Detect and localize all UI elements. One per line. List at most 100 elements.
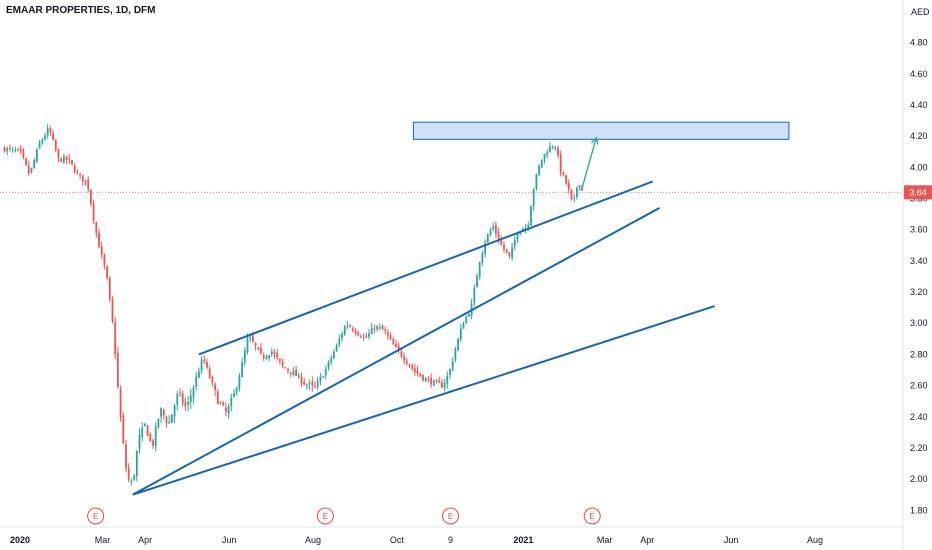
candle-body xyxy=(289,372,292,374)
candle-body xyxy=(443,382,446,388)
y-tick-label: 4.00 xyxy=(910,162,928,172)
trend-line-1[interactable] xyxy=(198,180,654,356)
candle-body xyxy=(73,166,76,173)
candle-body xyxy=(305,384,308,386)
candle-body xyxy=(192,387,195,398)
candle-body xyxy=(81,175,84,182)
candle-body xyxy=(98,232,100,248)
candle-body xyxy=(462,324,465,329)
candle-body xyxy=(25,158,27,165)
candle-body xyxy=(49,128,52,133)
candle-body xyxy=(408,364,411,366)
earnings-marker-icon[interactable] xyxy=(442,507,460,525)
earnings-marker-icon[interactable] xyxy=(87,507,105,525)
candle-body xyxy=(8,147,11,149)
candle-body xyxy=(330,357,333,362)
candle-body xyxy=(513,240,516,247)
candle-body xyxy=(424,378,427,382)
candle-body xyxy=(565,175,567,184)
candle-body xyxy=(316,381,319,388)
candle-body xyxy=(249,336,252,339)
x-tick-label: Mar xyxy=(95,535,111,545)
candle-body xyxy=(497,232,500,241)
candle-body xyxy=(41,139,44,144)
candle-body xyxy=(508,252,511,256)
candle-body xyxy=(432,380,435,386)
candle-body xyxy=(440,382,443,388)
candle-body xyxy=(197,371,200,378)
candle-body xyxy=(262,354,265,359)
candle-body xyxy=(516,233,519,240)
candle-body xyxy=(395,344,397,347)
candle-body xyxy=(478,262,481,278)
candle-body xyxy=(60,158,63,162)
candle-body xyxy=(567,182,570,190)
candle-body xyxy=(322,376,324,378)
candle-body xyxy=(554,146,557,149)
candle-body xyxy=(546,152,549,156)
candle-body xyxy=(548,146,551,153)
candle-body xyxy=(284,367,287,369)
candle-body xyxy=(62,156,65,163)
candle-body xyxy=(152,440,154,446)
candle-body xyxy=(503,244,505,250)
candle-body xyxy=(511,247,513,258)
trend-line-2[interactable] xyxy=(132,207,661,496)
candle-body xyxy=(214,384,216,390)
candle-body xyxy=(141,427,144,438)
candle-body xyxy=(473,287,476,303)
candle-body xyxy=(500,239,503,245)
last-price-label: 3.84 xyxy=(909,187,927,197)
y-tick-label: 1.80 xyxy=(910,505,928,515)
candle-body xyxy=(246,337,249,353)
candle-body xyxy=(106,266,108,278)
candle-body xyxy=(206,362,208,368)
candle-body xyxy=(419,373,422,377)
candle-body xyxy=(57,149,60,158)
candle-body xyxy=(484,242,486,254)
candle-body xyxy=(149,433,152,442)
candle-body xyxy=(365,335,368,338)
projection-arrow[interactable] xyxy=(580,137,597,191)
candle-body xyxy=(538,166,540,175)
candle-body xyxy=(162,409,165,416)
candle-body xyxy=(540,159,543,168)
candle-body xyxy=(354,330,357,334)
candle-body xyxy=(238,376,241,389)
candle-body xyxy=(557,147,559,156)
candle-body xyxy=(122,415,125,444)
candle-body xyxy=(176,394,179,405)
candle-body xyxy=(481,252,484,263)
candle-body xyxy=(260,347,262,354)
candle-body xyxy=(370,327,373,334)
candle-body xyxy=(527,224,530,228)
candle-body xyxy=(54,140,57,151)
candle-body xyxy=(389,334,392,339)
candle-body xyxy=(578,185,581,188)
candle-body xyxy=(95,222,98,234)
candle-body xyxy=(268,355,270,359)
earnings-marker-icon[interactable] xyxy=(583,507,601,525)
trend-line-3[interactable] xyxy=(132,305,715,496)
candle-body xyxy=(341,333,343,339)
x-tick-label: 2021 xyxy=(513,535,533,545)
earnings-marker-icon[interactable] xyxy=(316,507,334,525)
candle-body xyxy=(319,376,322,382)
chart-title: EMAAR PROPERTIES, 1D, DFM xyxy=(6,5,156,16)
candle-body xyxy=(381,325,384,330)
candle-body xyxy=(281,361,284,366)
resistance-zone[interactable] xyxy=(412,121,790,140)
candle-body xyxy=(203,359,206,362)
candle-body xyxy=(332,351,335,359)
interval-label: 1D xyxy=(115,5,129,16)
candle-body xyxy=(254,342,257,347)
candle-body xyxy=(532,188,535,207)
candle-body xyxy=(373,328,376,330)
candle-body xyxy=(125,444,127,469)
candle-body xyxy=(427,378,430,380)
candle-body xyxy=(6,148,9,152)
candle-body xyxy=(157,418,160,428)
candle-body xyxy=(208,368,211,378)
candle-body xyxy=(559,154,562,173)
